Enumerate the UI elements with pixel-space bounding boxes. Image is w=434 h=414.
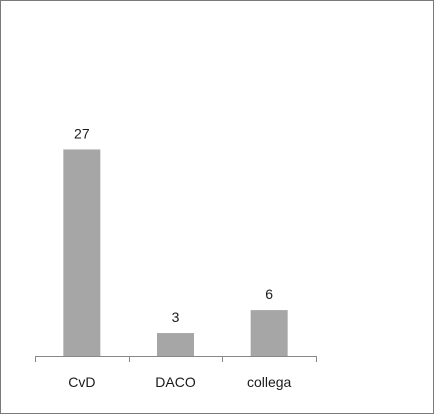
x-axis (35, 356, 317, 362)
x-tick-label: DACO (155, 374, 196, 390)
x-tick-labels: CvD DACO collega (68, 374, 291, 390)
data-label: 27 (74, 125, 90, 141)
data-label: 3 (172, 309, 180, 325)
bar-cvd (63, 149, 101, 356)
bar-daco (157, 333, 194, 356)
data-label: 6 (265, 286, 273, 302)
bars-layer (63, 149, 288, 356)
x-tick-label: CvD (68, 374, 95, 390)
data-labels: 27 3 6 (74, 125, 273, 325)
bar-collega (250, 310, 288, 356)
x-tick-label: collega (247, 374, 292, 390)
